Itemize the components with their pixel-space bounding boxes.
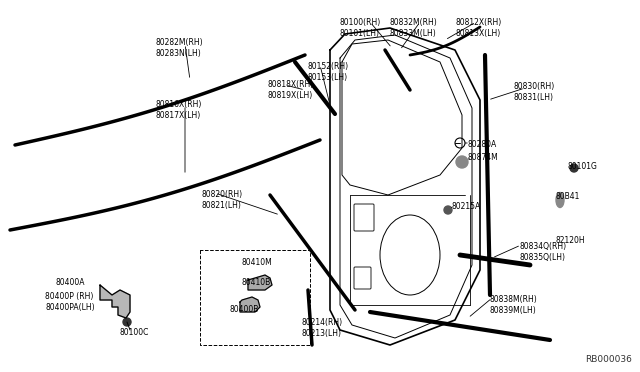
Text: 80820(RH)
80821(LH): 80820(RH) 80821(LH): [202, 190, 243, 210]
Polygon shape: [100, 285, 130, 318]
Text: 80214(RH)
80213(LH): 80214(RH) 80213(LH): [302, 318, 343, 338]
Text: 80812X(RH)
80813X(LH): 80812X(RH) 80813X(LH): [455, 18, 501, 38]
Text: 80400B: 80400B: [230, 305, 259, 314]
Text: 80280A: 80280A: [468, 140, 497, 149]
Text: 80100C: 80100C: [120, 328, 149, 337]
Circle shape: [456, 156, 468, 168]
Text: 80830(RH)
80831(LH): 80830(RH) 80831(LH): [514, 82, 556, 102]
Text: 80B41: 80B41: [556, 192, 580, 201]
Text: 80152(RH)
80153(LH): 80152(RH) 80153(LH): [308, 62, 349, 82]
Ellipse shape: [556, 192, 564, 208]
Circle shape: [570, 164, 578, 172]
Text: 80410M: 80410M: [242, 258, 273, 267]
Text: 80832M(RH)
80833M(LH): 80832M(RH) 80833M(LH): [390, 18, 438, 38]
Text: 80101G: 80101G: [568, 162, 598, 171]
Text: 82120H: 82120H: [556, 236, 586, 245]
Circle shape: [123, 318, 131, 326]
Text: 80838M(RH)
80839M(LH): 80838M(RH) 80839M(LH): [490, 295, 538, 315]
Text: 80282M(RH)
80283N(LH): 80282M(RH) 80283N(LH): [155, 38, 203, 58]
Text: 80410B: 80410B: [242, 278, 271, 287]
Text: 80215A: 80215A: [451, 202, 480, 211]
Polygon shape: [248, 275, 272, 290]
Text: 80816X(RH)
80817X(LH): 80816X(RH) 80817X(LH): [155, 100, 202, 120]
Polygon shape: [240, 297, 260, 312]
Text: 80400A: 80400A: [55, 278, 84, 287]
Text: 80874M: 80874M: [468, 153, 499, 162]
Text: 80818X(RH)
80819X(LH): 80818X(RH) 80819X(LH): [268, 80, 314, 100]
Text: 80100(RH)
80101(LH): 80100(RH) 80101(LH): [340, 18, 381, 38]
Text: 80400P (RH)
80400PA(LH): 80400P (RH) 80400PA(LH): [45, 292, 95, 312]
Text: 80834Q(RH)
80835Q(LH): 80834Q(RH) 80835Q(LH): [520, 242, 567, 262]
Circle shape: [444, 206, 452, 214]
Text: RB000036: RB000036: [585, 355, 632, 364]
